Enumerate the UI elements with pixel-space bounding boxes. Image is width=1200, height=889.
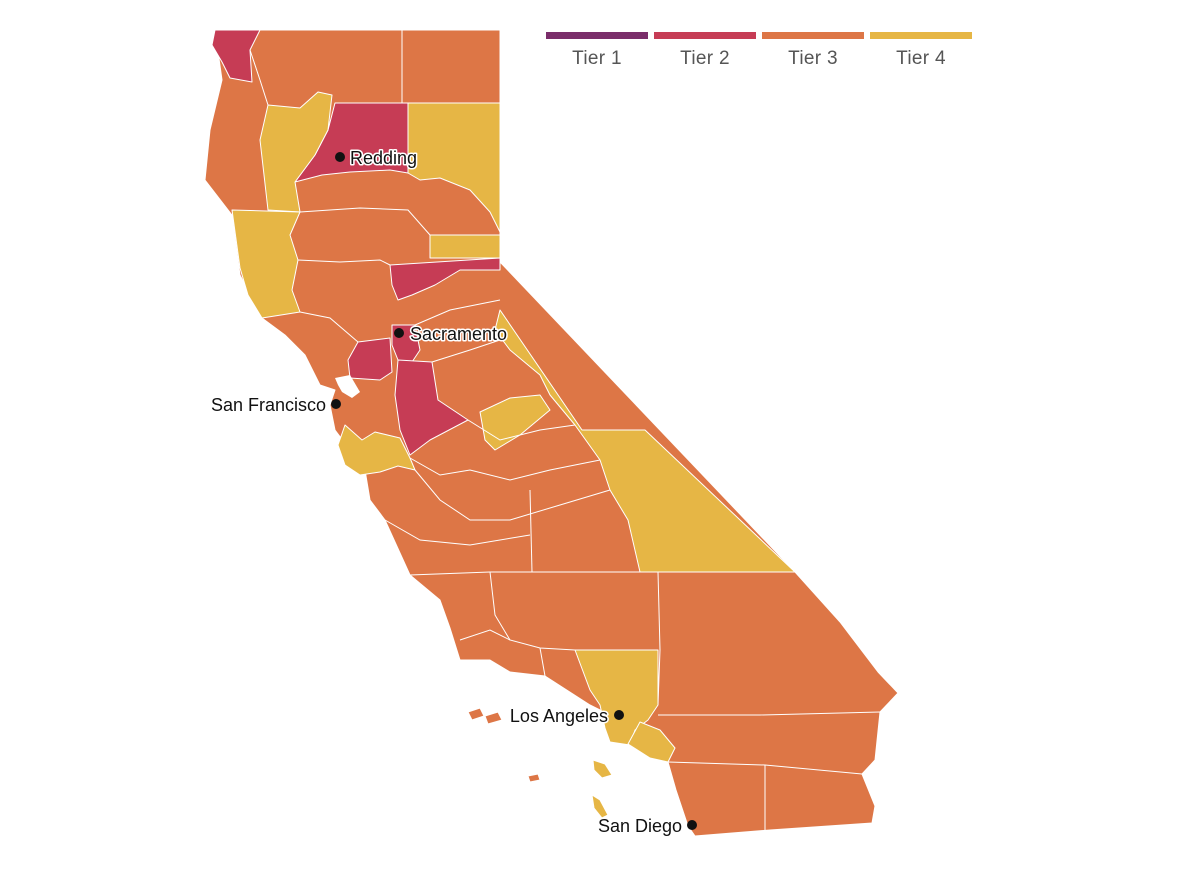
boundary-line bbox=[299, 207, 431, 236]
county-sierra bbox=[429, 234, 501, 259]
legend-swatch-tier-1 bbox=[546, 32, 648, 39]
city-dot-san-francisco bbox=[331, 399, 341, 409]
city-label-los-angeles: Los Angeles bbox=[510, 706, 608, 726]
boundary-line bbox=[299, 311, 359, 343]
legend-item-tier-2: Tier 2 bbox=[654, 32, 756, 70]
legend-item-tier-3: Tier 3 bbox=[762, 32, 864, 70]
boundary-line bbox=[384, 519, 531, 546]
county-lassen bbox=[407, 102, 501, 233]
county-trinity bbox=[259, 91, 333, 213]
city-dot-san-diego bbox=[687, 820, 697, 830]
island-san-clemente bbox=[591, 794, 609, 819]
island-channel-3 bbox=[527, 773, 541, 783]
county-eastern-sierra bbox=[494, 309, 796, 573]
city-dot-sacramento bbox=[394, 328, 404, 338]
legend-swatch-tier-4 bbox=[870, 32, 972, 39]
county-san-joaquin bbox=[394, 359, 469, 456]
boundary-line bbox=[529, 489, 533, 573]
boundary-line bbox=[459, 629, 511, 641]
legend-item-tier-1: Tier 1 bbox=[546, 32, 648, 70]
city-marker-redding: Redding bbox=[335, 147, 419, 170]
island-channel-2 bbox=[484, 711, 503, 725]
county-santa-clara-area bbox=[337, 424, 416, 476]
boundary-line bbox=[658, 711, 881, 716]
boundary-line bbox=[249, 49, 269, 106]
city-marker-san-diego: San Diego bbox=[596, 815, 697, 838]
boundary-line bbox=[409, 571, 640, 576]
city-marker-san-francisco: San Francisco bbox=[209, 394, 341, 417]
city-label-san-francisco: San Francisco bbox=[211, 395, 326, 415]
boundary-line bbox=[657, 571, 661, 706]
boundary-line bbox=[414, 469, 611, 521]
boundary-line bbox=[539, 647, 546, 677]
legend-swatch-tier-3 bbox=[762, 32, 864, 39]
county-mariposa bbox=[479, 394, 551, 451]
county-solano bbox=[347, 337, 393, 381]
legend-item-tier-4: Tier 4 bbox=[870, 32, 972, 70]
san-francisco-bay-water bbox=[335, 375, 360, 398]
legend-label-tier-1: Tier 1 bbox=[572, 48, 622, 69]
county-del-norte bbox=[211, 29, 261, 83]
boundary-line bbox=[409, 457, 601, 481]
legend-label-tier-3: Tier 3 bbox=[788, 48, 838, 69]
boundary-line bbox=[467, 419, 576, 441]
boundary-line bbox=[414, 299, 501, 326]
legend-swatch-tier-2 bbox=[654, 32, 756, 39]
city-dot-redding bbox=[335, 152, 345, 162]
city-label-redding: Redding bbox=[350, 148, 417, 168]
island-channel-1 bbox=[467, 707, 485, 721]
county-placer bbox=[389, 257, 501, 301]
city-marker-sacramento: Sacramento bbox=[394, 323, 509, 346]
city-label-san-diego: San Diego bbox=[598, 816, 682, 836]
tier-legend: Tier 1 Tier 2 Tier 3 Tier 4 bbox=[546, 32, 976, 70]
city-dot-los-angeles bbox=[614, 710, 624, 720]
county-mendocino bbox=[231, 209, 301, 319]
city-label-sacramento: Sacramento bbox=[410, 324, 507, 344]
city-marker-los-angeles: Los Angeles bbox=[508, 705, 624, 728]
island-catalina bbox=[592, 759, 613, 779]
county-boundaries bbox=[249, 30, 881, 830]
boundary-line bbox=[297, 259, 391, 266]
legend-label-tier-4: Tier 4 bbox=[896, 48, 946, 69]
legend-label-tier-2: Tier 2 bbox=[680, 48, 730, 69]
boundary-line bbox=[431, 339, 501, 363]
